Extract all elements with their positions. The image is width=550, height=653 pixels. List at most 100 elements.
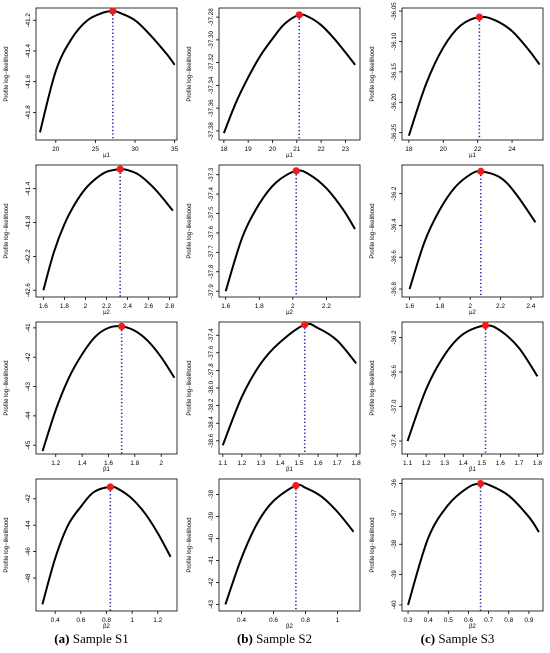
x-axis-label: μ1: [286, 153, 293, 158]
y-tick-label: -39: [391, 570, 398, 580]
y-axis-label: Profile log−likelihood: [187, 360, 193, 415]
chart-panel: 0.4 0.6 0.8 1 -38 -39 -40 -41 -42 -43 β2 Profile lo…: [183, 471, 366, 629]
likelihood-curve: [41, 485, 172, 605]
likelihood-curve: [408, 170, 537, 290]
x-tick-label: 20: [440, 146, 448, 153]
y-tick-label: -38.0: [208, 380, 215, 395]
mle-point: [476, 479, 485, 488]
y-tick-label: -37.30: [208, 31, 215, 49]
mle-point: [481, 321, 490, 330]
y-tick-label: -39: [208, 511, 215, 521]
x-tick-label: 2.4: [526, 303, 535, 310]
x-tick-label: 1.4: [78, 460, 87, 467]
y-axis-label: Profile log−likelihood: [4, 517, 10, 572]
x-tick-label: 1.1: [218, 460, 227, 467]
y-axis-label: Profile log−likelihood: [370, 517, 376, 572]
y-tick-label: -42: [25, 494, 32, 504]
y-tick-label: -36.8: [391, 281, 398, 296]
caption-c: (c) Sample S3: [366, 631, 549, 647]
y-tick-label: -37.3: [208, 167, 215, 182]
x-tick-label: 0.3: [404, 617, 413, 624]
x-tick-label: 0.9: [524, 617, 533, 624]
caption-b-text: Sample S2: [252, 631, 313, 646]
y-tick-label: -36.20: [391, 93, 398, 111]
x-tick-label: 0.7: [484, 617, 493, 624]
x-tick-label: 18: [405, 146, 413, 153]
x-tick-label: 1.8: [130, 460, 139, 467]
mle-point: [301, 321, 309, 329]
x-tick-label: 1.7: [514, 460, 523, 467]
chart-panel: 1.2 1.4 1.6 1.8 2 -41 -42 -43 -44 -45 β1 Profile lo…: [0, 314, 183, 472]
y-tick-label: -37.34: [208, 76, 215, 94]
x-tick-label: 35: [171, 146, 179, 153]
y-tick-label: -41.6: [25, 74, 32, 89]
x-tick-label: 0.6: [269, 617, 278, 624]
y-tick-label: -37.9: [208, 284, 215, 299]
x-tick-label: 1.8: [255, 303, 264, 310]
y-axis-label: Profile log−likelihood: [370, 360, 376, 415]
chart-panel: 1.1 1.2 1.3 1.4 1.5 1.6 1.7 1.8 -36.2 -36.6 -37.0 -…: [366, 314, 549, 472]
chart-panel: 0.3 0.4 0.5 0.6 0.7 0.8 0.9 -36 -37 -38 -39 -40 β2 Pr…: [366, 471, 549, 629]
likelihood-curve: [224, 169, 356, 292]
x-tick-label: 1.2: [51, 460, 60, 467]
x-tick-label: 1.4: [459, 460, 468, 467]
x-tick-label: 1.7: [333, 460, 342, 467]
x-tick-label: 24: [508, 146, 516, 153]
caption-a: (a) Sample S1: [0, 631, 183, 647]
x-axis-label: β2: [103, 624, 110, 629]
plot-frame: [35, 164, 178, 298]
y-tick-label: -43: [208, 599, 215, 609]
x-tick-label: 1.5: [477, 460, 486, 467]
x-axis-label: μ2: [286, 310, 293, 315]
likelihood-curve: [224, 483, 355, 605]
x-tick-label: 1.2: [153, 617, 162, 624]
chart-panel: 1.6 1.8 2 2.2 -37.3 -37.4 -37.5 -37.6 -37.7 -37.8…: [183, 157, 366, 315]
y-tick-label: -41.8: [25, 105, 32, 120]
x-tick-label: 1.4: [275, 460, 284, 467]
y-tick-label: -37.4: [391, 433, 398, 448]
y-tick-label: -37.8: [208, 264, 215, 279]
likelihood-curve: [221, 322, 357, 446]
x-tick-label: 1.6: [405, 303, 414, 310]
x-tick-label: 1.8: [60, 303, 69, 310]
y-tick-label: -38.2: [208, 398, 215, 413]
chart-svg: 1.6 1.8 2 2.2 2.4 2.6 2.8 -41.4 -41.8 -42.2 -42.6 μ…: [4, 164, 178, 315]
plot-frame: [218, 164, 361, 298]
x-axis-label: μ1: [469, 153, 476, 158]
chart-svg: 1.1 1.2 1.3 1.4 1.5 1.6 1.7 1.8 -37.4 -37.6 -37.8 -…: [187, 321, 361, 472]
x-tick-label: 0.8: [102, 617, 111, 624]
plot-frame: [218, 478, 361, 612]
mle-point: [292, 482, 300, 490]
x-tick-label: 1: [336, 617, 340, 624]
y-tick-label: -41.4: [25, 43, 32, 58]
x-tick-label: 0.6: [76, 617, 85, 624]
y-tick-label: -42.2: [25, 249, 32, 264]
y-tick-label: -36.25: [391, 123, 398, 141]
y-tick-label: -44: [25, 411, 32, 421]
y-tick-label: -42: [25, 352, 32, 362]
y-tick-label: -37.5: [208, 206, 215, 221]
y-tick-label: -38: [208, 489, 215, 499]
x-tick-label: 1.3: [256, 460, 265, 467]
y-tick-label: -36.15: [391, 63, 398, 81]
chart-panel: 18 19 20 21 22 23 -37.28 -37.30 -37.32 -37.34 -37.…: [183, 0, 366, 158]
x-tick-label: 2: [159, 460, 163, 467]
y-tick-label: -37.6: [208, 345, 215, 360]
y-tick-label: -36.6: [391, 364, 398, 379]
x-tick-label: 20: [269, 146, 277, 153]
y-axis-label: Profile log−likelihood: [4, 360, 10, 415]
x-tick-label: 2.2: [102, 303, 111, 310]
plot-frame: [218, 7, 361, 141]
y-axis-label: Profile log−likelihood: [4, 203, 10, 258]
y-tick-label: -48: [25, 573, 32, 583]
x-tick-label: 1.8: [435, 303, 444, 310]
y-tick-label: -37.6: [208, 225, 215, 240]
y-tick-label: -37.38: [208, 122, 215, 140]
x-axis-label: β2: [469, 624, 476, 629]
chart-svg: 1.1 1.2 1.3 1.4 1.5 1.6 1.7 1.8 -36.2 -36.6 -37.0 -…: [370, 321, 544, 472]
chart-svg: 0.4 0.6 0.8 1 1.2 -42 -44 -46 -48 β2 Profile log−l…: [4, 478, 178, 629]
x-tick-label: 0.8: [504, 617, 513, 624]
mle-point: [292, 167, 300, 175]
caption-c-letter: (c): [420, 631, 436, 646]
likelihood-curve: [222, 13, 356, 134]
